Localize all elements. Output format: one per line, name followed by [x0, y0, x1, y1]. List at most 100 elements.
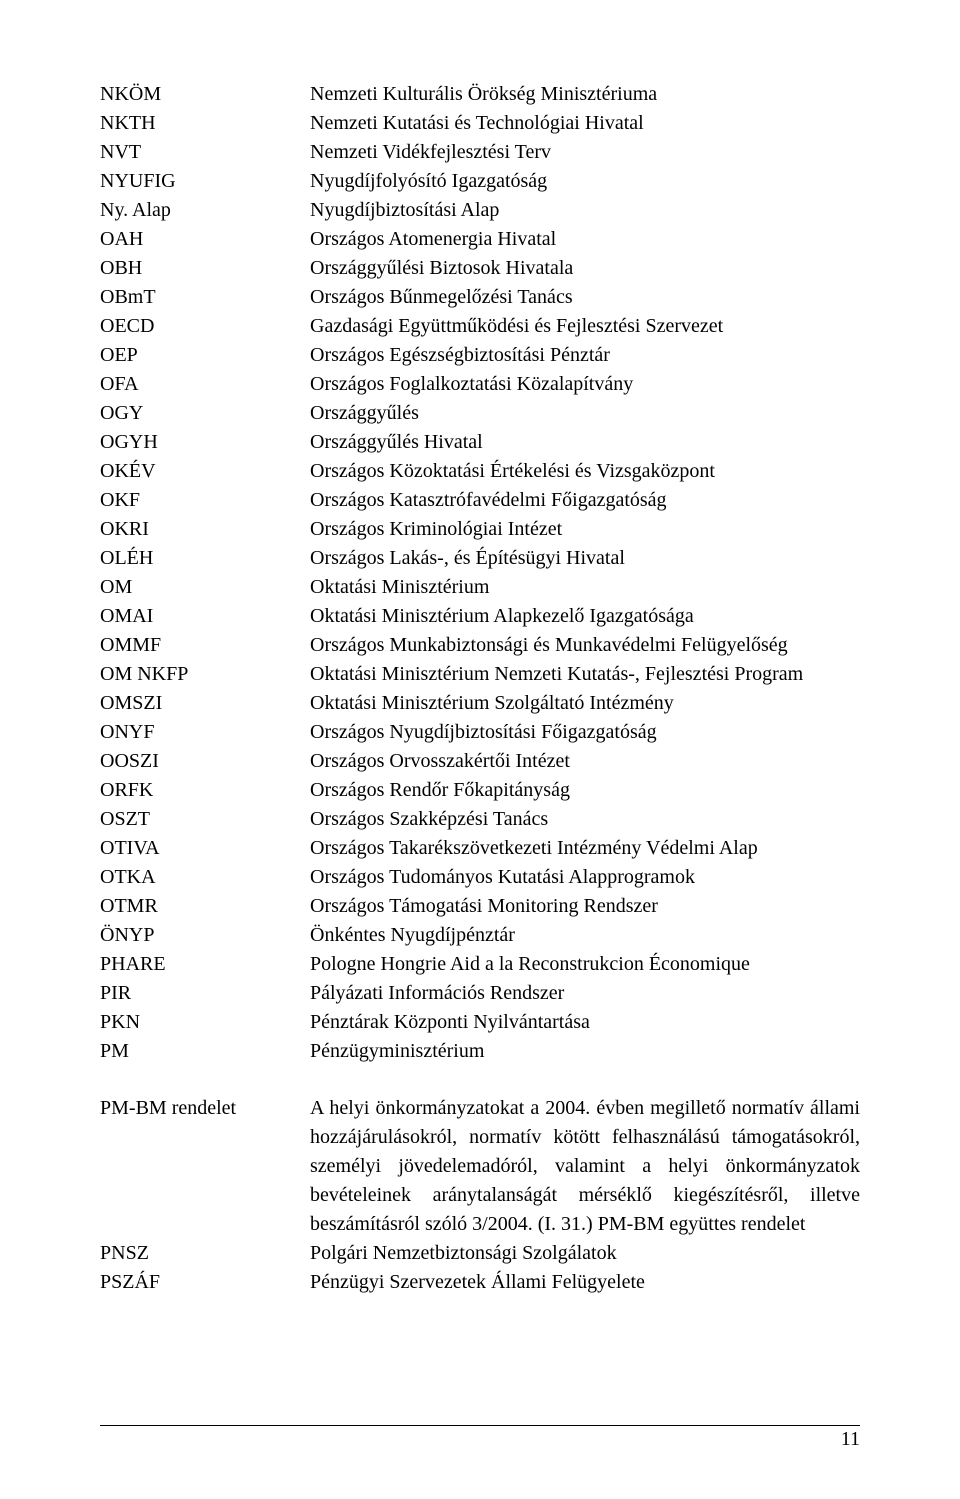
abbreviation-term: PHARE	[100, 950, 310, 979]
abbreviation-row: PKNPénztárak Központi Nyilvántartása	[100, 1008, 860, 1037]
abbreviation-row: NVTNemzeti Vidékfejlesztési Terv	[100, 138, 860, 167]
footer-divider	[100, 1425, 860, 1426]
abbreviation-term: ONYF	[100, 718, 310, 747]
document-page: NKÖMNemzeti Kulturális Örökség Minisztér…	[0, 0, 960, 1499]
abbreviation-row: PM-BM rendeletA helyi önkormányzatokat a…	[100, 1094, 860, 1239]
abbreviation-term: OLÉH	[100, 544, 310, 573]
abbreviation-list-block-2: PM-BM rendeletA helyi önkormányzatokat a…	[100, 1094, 860, 1297]
abbreviation-definition: Nyugdíjfolyósító Igazgatóság	[310, 167, 860, 196]
abbreviation-list-block-1: NKÖMNemzeti Kulturális Örökség Minisztér…	[100, 80, 860, 1066]
abbreviation-definition: Nyugdíjbiztosítási Alap	[310, 196, 860, 225]
abbreviation-row: OTKAOrszágos Tudományos Kutatási Alappro…	[100, 863, 860, 892]
abbreviation-definition: Országos Közoktatási Értékelési és Vizsg…	[310, 457, 860, 486]
abbreviation-term: PNSZ	[100, 1239, 310, 1268]
abbreviation-term: OBH	[100, 254, 310, 283]
abbreviation-term: OSZT	[100, 805, 310, 834]
abbreviation-term: OTIVA	[100, 834, 310, 863]
abbreviation-term: NKÖM	[100, 80, 310, 109]
section-spacer	[100, 1066, 860, 1094]
abbreviation-definition: Országgyűlés Hivatal	[310, 428, 860, 457]
abbreviation-row: OGYOrszággyűlés	[100, 399, 860, 428]
abbreviation-definition: Országgyűlés	[310, 399, 860, 428]
abbreviation-row: PMPénzügyminisztérium	[100, 1037, 860, 1066]
abbreviation-row: OBmTOrszágos Bűnmegelőzési Tanács	[100, 283, 860, 312]
abbreviation-definition: Pályázati Információs Rendszer	[310, 979, 860, 1008]
abbreviation-term: OBmT	[100, 283, 310, 312]
abbreviation-row: OMAIOktatási Minisztérium Alapkezelő Iga…	[100, 602, 860, 631]
abbreviation-definition: Pénzügyi Szervezetek Állami Felügyelete	[310, 1268, 860, 1297]
abbreviation-term: ÖNYP	[100, 921, 310, 950]
abbreviation-definition: Országos Támogatási Monitoring Rendszer	[310, 892, 860, 921]
abbreviation-definition: Országos Tudományos Kutatási Alapprogram…	[310, 863, 860, 892]
abbreviation-row: NKTHNemzeti Kutatási és Technológiai Hiv…	[100, 109, 860, 138]
abbreviation-definition: Országos Foglalkoztatási Közalapítvány	[310, 370, 860, 399]
abbreviation-definition: Önkéntes Nyugdíjpénztár	[310, 921, 860, 950]
abbreviation-row: OSZTOrszágos Szakképzési Tanács	[100, 805, 860, 834]
abbreviation-row: OFAOrszágos Foglalkoztatási Közalapítván…	[100, 370, 860, 399]
abbreviation-definition: Országos Atomenergia Hivatal	[310, 225, 860, 254]
abbreviation-row: OLÉHOrszágos Lakás-, és Építésügyi Hivat…	[100, 544, 860, 573]
abbreviation-term: OMMF	[100, 631, 310, 660]
abbreviation-term: PM-BM rendelet	[100, 1094, 310, 1123]
abbreviation-row: OKÉVOrszágos Közoktatási Értékelési és V…	[100, 457, 860, 486]
abbreviation-definition: Országos Rendőr Főkapitányság	[310, 776, 860, 805]
abbreviation-row: OKRIOrszágos Kriminológiai Intézet	[100, 515, 860, 544]
abbreviation-row: ONYFOrszágos Nyugdíjbiztosítási Főigazga…	[100, 718, 860, 747]
abbreviation-term: OMAI	[100, 602, 310, 631]
abbreviation-term: PSZÁF	[100, 1268, 310, 1297]
abbreviation-definition: Pénztárak Központi Nyilvántartása	[310, 1008, 860, 1037]
abbreviation-row: OM NKFPOktatási Minisztérium Nemzeti Kut…	[100, 660, 860, 689]
abbreviation-definition: Pénzügyminisztérium	[310, 1037, 860, 1066]
abbreviation-term: OECD	[100, 312, 310, 341]
abbreviation-definition: Országos Szakképzési Tanács	[310, 805, 860, 834]
abbreviation-term: OMSZI	[100, 689, 310, 718]
abbreviation-definition: Országos Kriminológiai Intézet	[310, 515, 860, 544]
abbreviation-row: OGYHOrszággyűlés Hivatal	[100, 428, 860, 457]
abbreviation-row: OMMFOrszágos Munkabiztonsági és Munkavéd…	[100, 631, 860, 660]
abbreviation-definition: Oktatási Minisztérium Nemzeti Kutatás-, …	[310, 660, 860, 689]
abbreviation-term: OEP	[100, 341, 310, 370]
abbreviation-term: NYUFIG	[100, 167, 310, 196]
abbreviation-row: OEPOrszágos Egészségbiztosítási Pénztár	[100, 341, 860, 370]
abbreviation-definition: Polgári Nemzetbiztonsági Szolgálatok	[310, 1239, 860, 1268]
abbreviation-definition: Országos Munkabiztonsági és Munkavédelmi…	[310, 631, 860, 660]
abbreviation-row: OOSZIOrszágos Orvosszakértői Intézet	[100, 747, 860, 776]
abbreviation-term: OAH	[100, 225, 310, 254]
abbreviation-definition: Nemzeti Kulturális Örökség Minisztériuma	[310, 80, 860, 109]
abbreviation-definition: Gazdasági Együttműködési és Fejlesztési …	[310, 312, 860, 341]
abbreviation-definition: Országos Bűnmegelőzési Tanács	[310, 283, 860, 312]
abbreviation-row: ÖNYPÖnkéntes Nyugdíjpénztár	[100, 921, 860, 950]
abbreviation-row: NKÖMNemzeti Kulturális Örökség Minisztér…	[100, 80, 860, 109]
abbreviation-definition: A helyi önkormányzatokat a 2004. évben m…	[310, 1094, 860, 1239]
abbreviation-term: OTMR	[100, 892, 310, 921]
abbreviation-definition: Oktatási Minisztérium	[310, 573, 860, 602]
abbreviation-term: OM NKFP	[100, 660, 310, 689]
abbreviation-row: OECDGazdasági Együttműködési és Fejleszt…	[100, 312, 860, 341]
abbreviation-row: OKFOrszágos Katasztrófavédelmi Főigazgat…	[100, 486, 860, 515]
abbreviation-definition: Országos Orvosszakértői Intézet	[310, 747, 860, 776]
abbreviation-definition: Országgyűlési Biztosok Hivatala	[310, 254, 860, 283]
abbreviation-term: PKN	[100, 1008, 310, 1037]
page-footer: 11	[100, 1425, 860, 1451]
abbreviation-row: Ny. AlapNyugdíjbiztosítási Alap	[100, 196, 860, 225]
abbreviation-term: OFA	[100, 370, 310, 399]
abbreviation-row: OMOktatási Minisztérium	[100, 573, 860, 602]
abbreviation-row: OBHOrszággyűlési Biztosok Hivatala	[100, 254, 860, 283]
abbreviation-row: OAHOrszágos Atomenergia Hivatal	[100, 225, 860, 254]
abbreviation-term: OKF	[100, 486, 310, 515]
abbreviation-term: OKRI	[100, 515, 310, 544]
abbreviation-row: NYUFIGNyugdíjfolyósító Igazgatóság	[100, 167, 860, 196]
abbreviation-row: PSZÁFPénzügyi Szervezetek Állami Felügye…	[100, 1268, 860, 1297]
abbreviation-row: OTMROrszágos Támogatási Monitoring Rends…	[100, 892, 860, 921]
abbreviation-definition: Országos Takarékszövetkezeti Intézmény V…	[310, 834, 860, 863]
abbreviation-definition: Országos Egészségbiztosítási Pénztár	[310, 341, 860, 370]
abbreviation-definition: Országos Katasztrófavédelmi Főigazgatósá…	[310, 486, 860, 515]
abbreviation-definition: Országos Lakás-, és Építésügyi Hivatal	[310, 544, 860, 573]
abbreviation-definition: Oktatási Minisztérium Szolgáltató Intézm…	[310, 689, 860, 718]
abbreviation-row: ORFKOrszágos Rendőr Főkapitányság	[100, 776, 860, 805]
abbreviation-term: ORFK	[100, 776, 310, 805]
abbreviation-term: Ny. Alap	[100, 196, 310, 225]
abbreviation-row: OTIVAOrszágos Takarékszövetkezeti Intézm…	[100, 834, 860, 863]
abbreviation-row: PNSZPolgári Nemzetbiztonsági Szolgálatok	[100, 1239, 860, 1268]
abbreviation-term: NKTH	[100, 109, 310, 138]
